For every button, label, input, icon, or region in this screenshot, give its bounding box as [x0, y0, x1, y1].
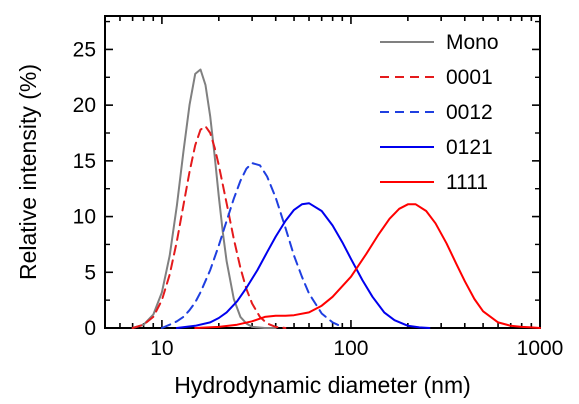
legend-label: 0121: [446, 136, 493, 159]
legend-label: 0001: [446, 66, 493, 89]
y-tick-label: 5: [84, 261, 96, 284]
y-tick-label: 10: [73, 206, 96, 229]
series-line-1111: [194, 203, 541, 329]
x-tick-label: 10: [150, 337, 173, 360]
legend-label: 1111: [446, 171, 488, 194]
x-tick-label: 100: [333, 337, 368, 360]
x-axis-ticks: 10 100 1000: [104, 16, 564, 360]
plot-border: [104, 15, 541, 329]
y-tick-label: 0: [84, 317, 96, 340]
series-line-0012: [160, 162, 344, 329]
y-axis-title: Relative intensity (%): [15, 64, 41, 280]
y-tick-label: 15: [73, 150, 96, 173]
legend: Mono 0001 0012 0121 1111: [380, 31, 499, 194]
y-tick-label: 20: [73, 94, 96, 117]
y-axis-ticks: 0 5 10 15 20 25: [73, 20, 540, 340]
series-line-0001: [131, 125, 287, 329]
plot-frame: [104, 15, 541, 329]
series-line-Mono: [131, 68, 277, 329]
x-tick-label: 1000: [517, 337, 564, 360]
legend-label: 0012: [446, 101, 493, 124]
x-axis-title: Hydrodynamic diameter (nm): [174, 372, 471, 398]
series-lines: [131, 68, 541, 329]
legend-label: Mono: [446, 31, 499, 54]
series-line-0121: [175, 202, 431, 329]
y-tick-label: 25: [73, 38, 96, 61]
